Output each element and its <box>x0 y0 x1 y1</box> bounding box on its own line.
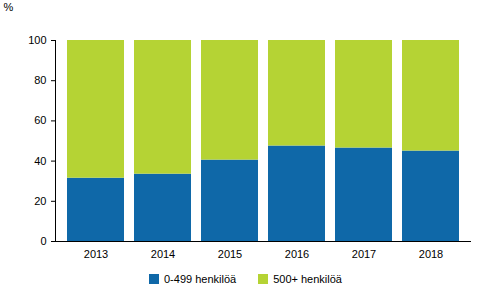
svg-text:20: 20 <box>34 195 46 207</box>
svg-text:2014: 2014 <box>151 248 175 260</box>
svg-text:100: 100 <box>28 34 46 46</box>
svg-text:%: % <box>4 1 14 13</box>
svg-text:60: 60 <box>34 114 46 126</box>
svg-text:2017: 2017 <box>352 248 376 260</box>
svg-text:40: 40 <box>34 155 46 167</box>
svg-text:80: 80 <box>34 74 46 86</box>
svg-text:2016: 2016 <box>285 248 309 260</box>
html-text:0-499 henkilöä: 0-499 henkilöä <box>164 273 237 285</box>
svg-text:2013: 2013 <box>84 248 108 260</box>
html-text:500+ henkilöä: 500+ henkilöä <box>273 273 342 285</box>
svg-text:0: 0 <box>40 235 46 247</box>
svg-text:2015: 2015 <box>218 248 242 260</box>
svg-text:2018: 2018 <box>419 248 443 260</box>
